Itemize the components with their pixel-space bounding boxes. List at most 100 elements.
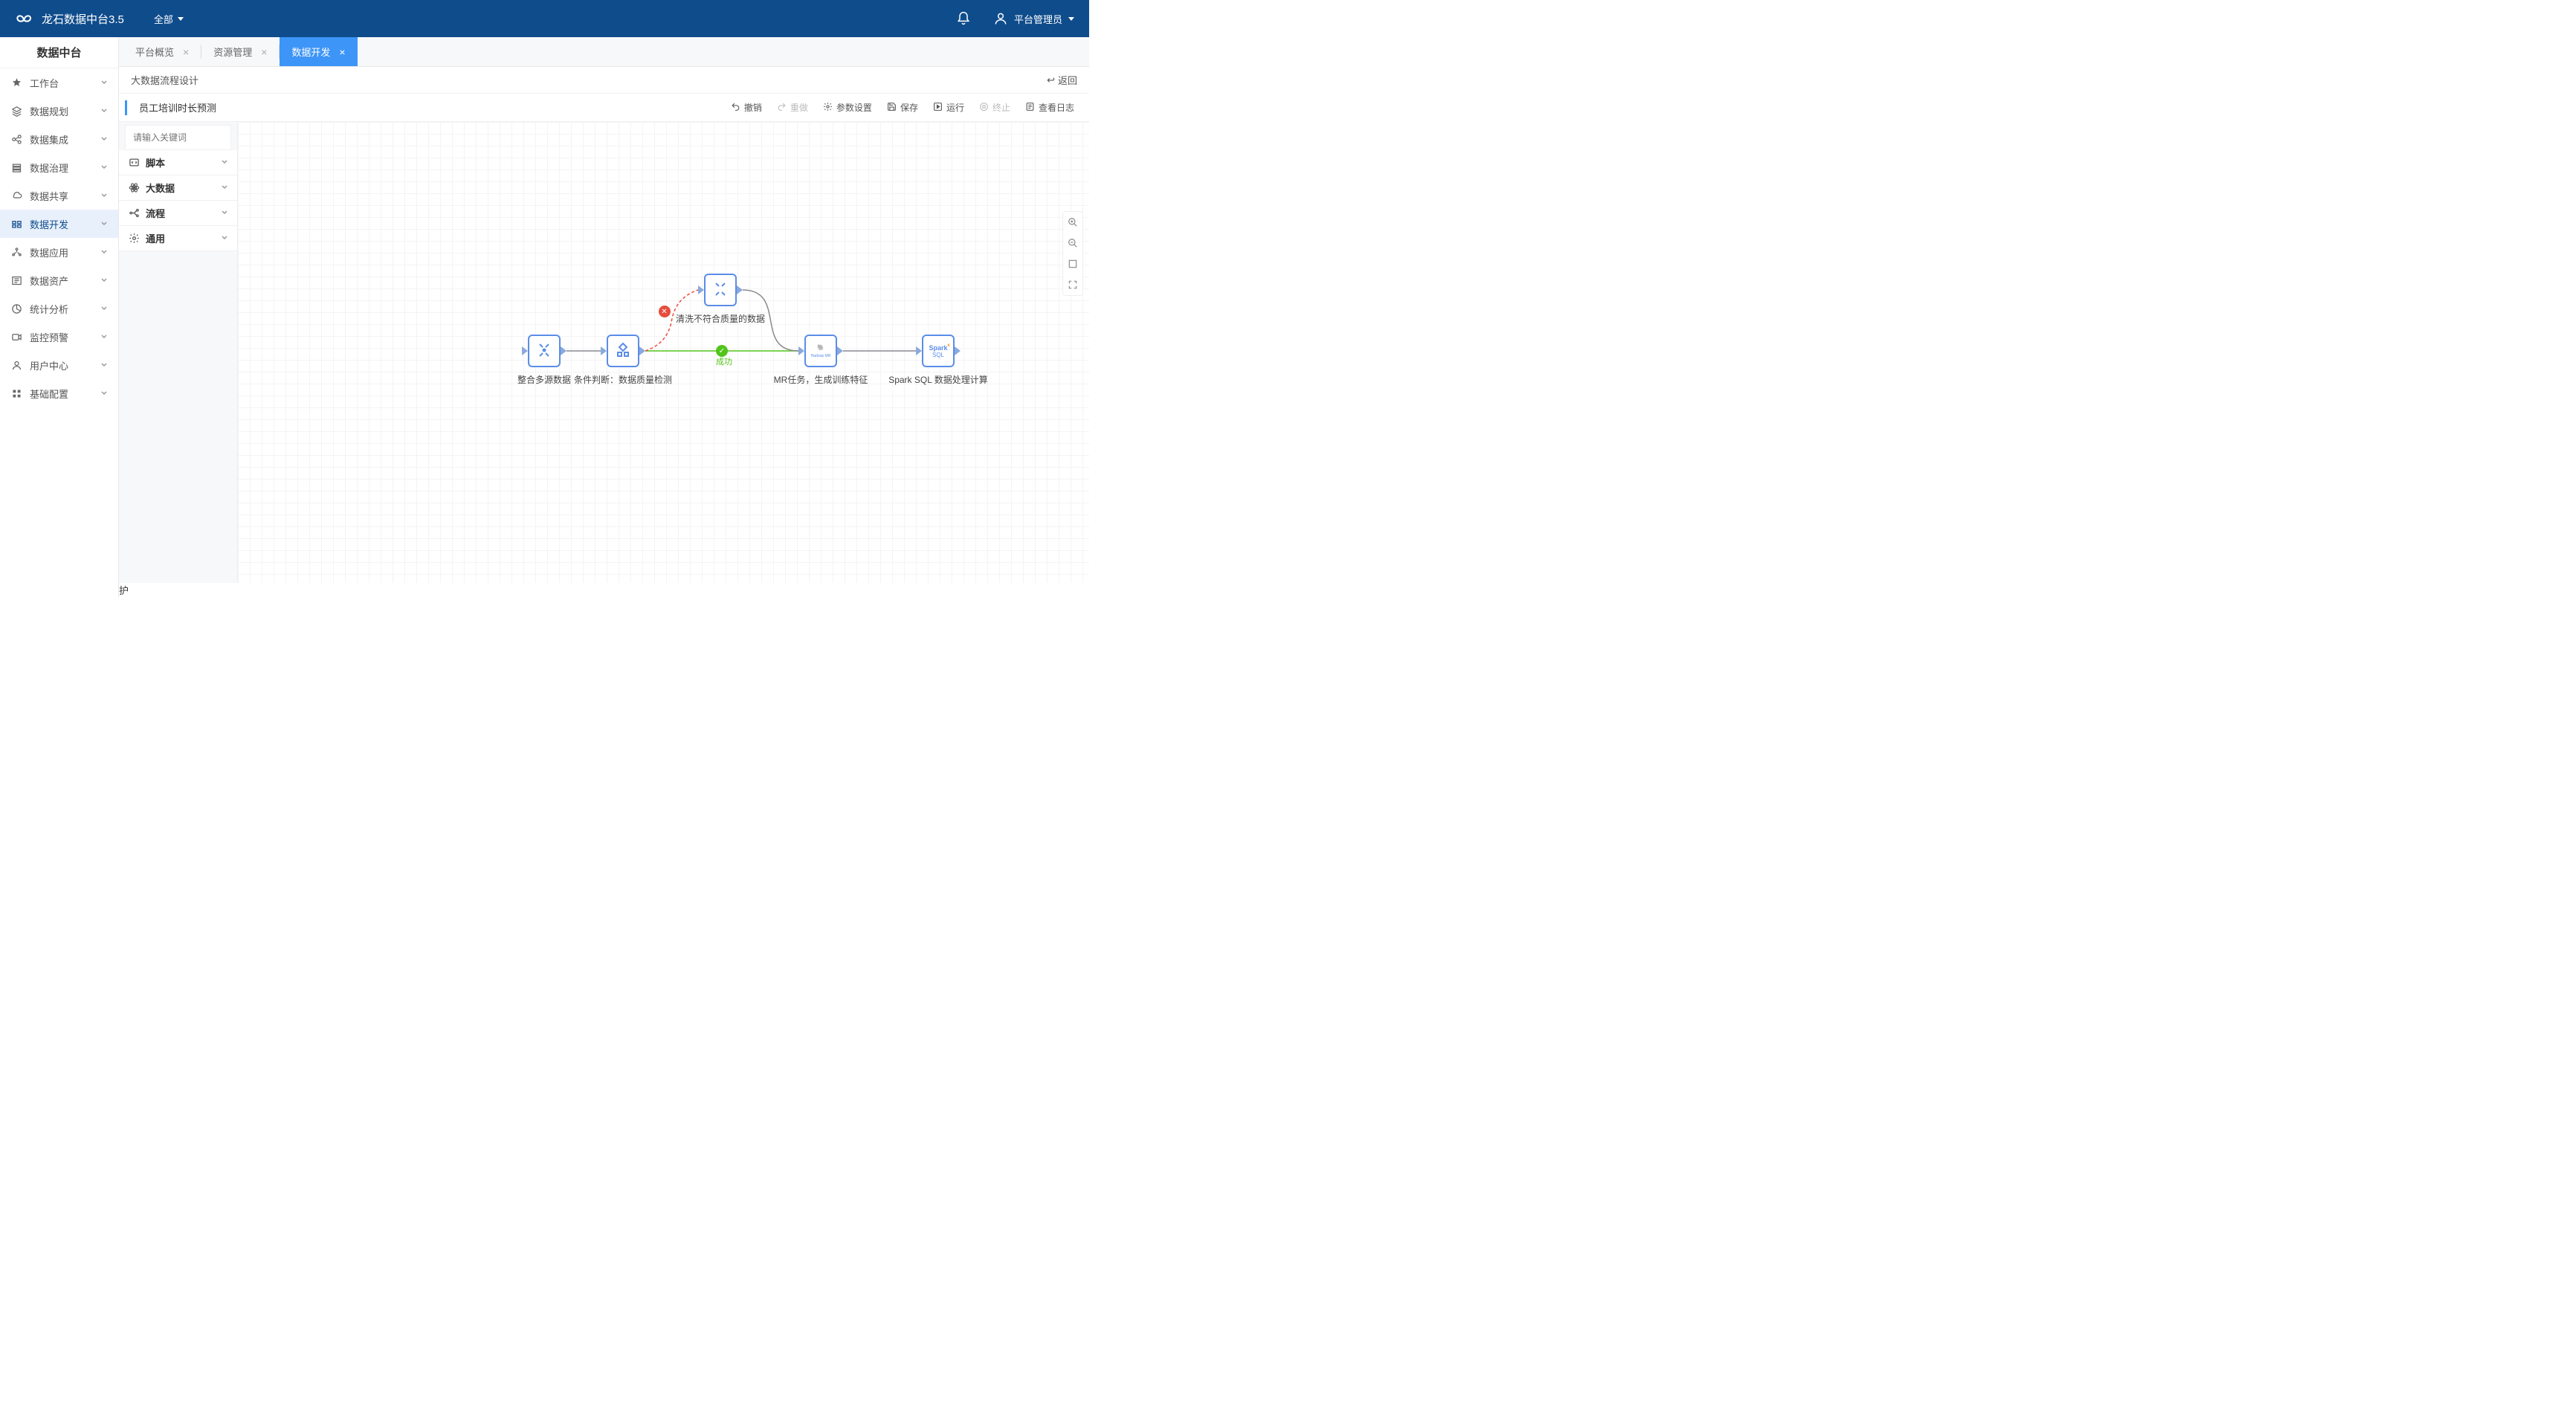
chevron-down-icon [100,332,108,343]
palette-category-label: 通用 [146,231,215,245]
port-in-icon[interactable] [916,346,922,355]
breadcrumb-title: 大数据流程设计 [131,73,198,87]
scope-dropdown[interactable]: 全部 [154,12,184,26]
fit-button[interactable] [1063,254,1082,274]
sidebar-item-label: 数据应用 [30,245,100,259]
nav-right: 平台管理员 [956,11,1074,26]
hadoop-icon: 🐘Hadoop MR [810,341,831,361]
spark-icon: SparkSQL✦ [927,341,949,361]
grid-icon [10,388,22,399]
node-label: MR任务，生成训练特征 [774,373,868,386]
palette-category-label: 大数据 [146,181,215,195]
chevron-down-icon [100,134,108,145]
palette-category-flow[interactable]: 流程 [119,201,237,226]
svg-text:SQL: SQL [932,352,945,358]
zoom-out-button[interactable] [1063,233,1082,254]
flow-canvas[interactable]: 整合多源数据 条件判断：数据质量检测 清洗不符合质量的数据 🐘Hadoop MR… [238,122,1089,583]
back-label: 返回 [1058,73,1077,87]
success-badge-icon: ✓ [716,345,728,357]
toolbar-label: 运行 [946,101,964,114]
flow-node-n3[interactable]: 清洗不符合质量的数据 [704,274,737,306]
chevron-down-icon [221,233,228,244]
undo-button[interactable]: 撤销 [731,101,762,114]
tab[interactable]: 资源管理 × [201,37,279,66]
svg-text:Hadoop MR: Hadoop MR [811,354,831,358]
atom-icon [128,182,140,193]
log-button[interactable]: 查看日志 [1025,101,1074,114]
clean-icon [711,280,729,300]
port-out-icon[interactable] [737,285,743,294]
undo-icon [731,102,740,114]
sidebar-item-cloud[interactable]: 数据共享 [0,181,118,210]
sidebar-item-star[interactable]: 工作台 [0,68,118,97]
flow-toolbar: 员工培训时长预测 撤销重做参数设置保存运行终止查看日志 [119,94,1089,122]
full-button[interactable] [1063,274,1082,295]
sidebar-item-pie[interactable]: 统计分析 [0,294,118,323]
port-in-icon[interactable] [698,285,704,294]
run-button[interactable]: 运行 [933,101,964,114]
bell-icon[interactable] [956,11,971,26]
sidebar-item-grid[interactable]: 基础配置 [0,379,118,407]
cloud-icon [10,190,22,201]
port-in-icon[interactable] [798,346,804,355]
sidebar-item-video[interactable]: 监控预警 [0,323,118,351]
canvas-tools [1062,211,1083,296]
save-icon [887,102,897,114]
node-label: 条件判断：数据质量检测 [574,373,672,386]
sidebar-item-label: 数据集成 [30,132,100,146]
port-out-icon[interactable] [955,346,961,355]
flow-node-n4[interactable]: 🐘Hadoop MR MR任务，生成训练特征 [804,335,837,367]
sidebar-item-user[interactable]: 用户中心 [0,351,118,379]
svg-text:Spark: Spark [929,344,948,352]
close-icon[interactable]: × [183,46,189,58]
asset-icon [10,275,22,286]
palette-category-gear[interactable]: 通用 [119,226,237,251]
sidebar-item-layers[interactable]: 数据规划 [0,97,118,125]
flow-node-n1[interactable]: 整合多源数据 [528,335,561,367]
merge-icon [535,341,553,361]
sidebar-item-link[interactable]: 数据集成 [0,125,118,153]
back-button[interactable]: ↩ 返回 [1047,73,1077,87]
user-menu[interactable]: 平台管理员 [993,11,1074,26]
params-button[interactable]: 参数设置 [823,101,872,114]
star-icon [10,77,22,88]
tab[interactable]: 数据开发 × [280,37,357,66]
flow-node-n5[interactable]: SparkSQL✦ Spark SQL 数据处理计算 [922,335,955,367]
zoom-in-button[interactable] [1063,212,1082,233]
play-icon [933,102,943,114]
palette-category-atom[interactable]: 大数据 [119,175,237,201]
decision-icon [614,341,632,361]
close-icon[interactable]: × [261,46,267,58]
port-in-icon[interactable] [601,346,607,355]
code-icon [128,157,140,168]
sidebar-item-label: 数据共享 [30,189,100,203]
port-in-icon[interactable] [522,346,528,355]
sidebar-item-app[interactable]: 数据应用 [0,238,118,266]
palette-search-input[interactable] [133,132,248,143]
palette-category-code[interactable]: 脚本 [119,150,237,175]
layers-icon [10,106,22,117]
port-out-icon[interactable] [837,346,843,355]
palette-search [125,125,231,150]
node-label: Spark SQL 数据处理计算 [888,373,988,386]
node-label: 清洗不符合质量的数据 [676,312,765,325]
sidebar-item-label: 统计分析 [30,302,100,316]
close-icon[interactable]: × [339,46,345,58]
flow-node-n2[interactable]: 条件判断：数据质量检测 [607,335,639,367]
sidebar-item-asset[interactable]: 数据资产 [0,266,118,294]
caret-down-icon [1068,17,1074,21]
top-nav: 龙石数据中台3.5 全部 平台管理员 [0,0,1089,37]
chevron-down-icon [100,219,108,230]
tab[interactable]: 平台概览 × [123,37,201,66]
toolbar-label: 终止 [992,101,1010,114]
redo-button: 重做 [777,101,808,114]
port-out-icon[interactable] [639,346,645,355]
port-out-icon[interactable] [561,346,566,355]
toolbar-label: 参数设置 [836,101,872,114]
chevron-down-icon [100,77,108,88]
save-button[interactable]: 保存 [887,101,918,114]
sidebar-item-shield[interactable]: 数据治理 [0,153,118,181]
video-icon [10,332,22,343]
sidebar-item-dev[interactable]: 数据开发 [0,210,118,238]
flow-icon [128,207,140,219]
